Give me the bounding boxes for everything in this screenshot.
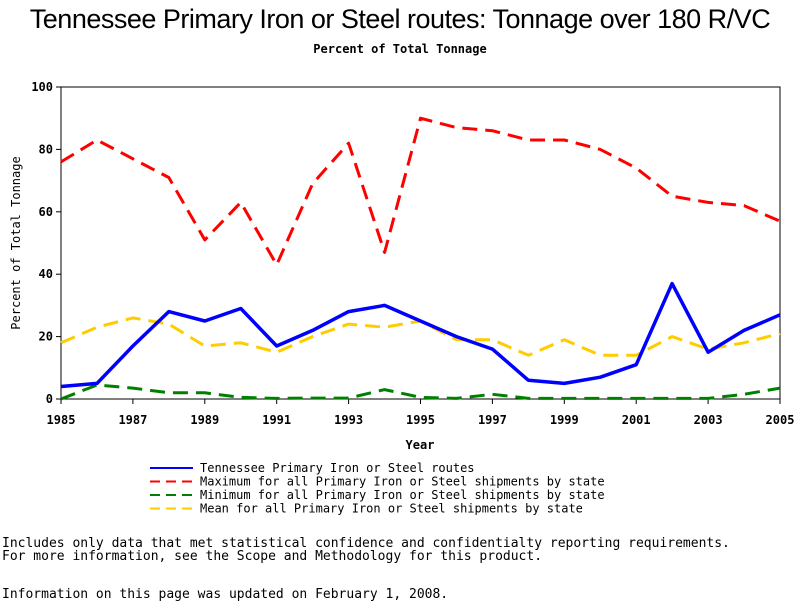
- y-tick-label: 80: [39, 142, 53, 156]
- series-line-mean: [60, 316, 781, 357]
- x-tick-label: 1993: [334, 413, 363, 427]
- legend-label: Mean for all Primary Iron or Steel shipm…: [200, 502, 583, 516]
- page-subtitle: Percent of Total Tonnage: [313, 42, 487, 56]
- x-tick-label: 1999: [550, 413, 579, 427]
- x-tick-label: 1985: [47, 413, 76, 427]
- y-axis-ticks: 0 20 40 60 80 100: [31, 80, 61, 406]
- series-line-maximum: [60, 116, 781, 267]
- series-line-minimum: [60, 383, 781, 401]
- y-tick-label: 40: [39, 267, 53, 281]
- plot-frame: [60, 86, 781, 400]
- x-tick-label: 1997: [478, 413, 507, 427]
- x-tick-label: 2005: [766, 413, 795, 427]
- x-tick-label: 2001: [622, 413, 651, 427]
- series-line-tennessee: [60, 281, 781, 389]
- legend-label: Minimum for all Primary Iron or Steel sh…: [200, 488, 605, 502]
- footnote-updated: Information on this page was updated on …: [2, 587, 449, 602]
- x-tick-label: 1991: [262, 413, 291, 427]
- y-tick-label: 60: [39, 205, 53, 219]
- footnote-methodology: For more information, see the Scope and …: [2, 549, 543, 564]
- legend-label: Maximum for all Primary Iron or Steel sh…: [200, 475, 605, 489]
- y-tick-label: 20: [39, 330, 53, 344]
- series-lines: [60, 116, 781, 401]
- x-axis-ticks: 1985 1987 1989 1991 1993 1995 1997 1999 2001 2003…: [47, 399, 795, 427]
- x-axis-label: Year: [406, 438, 435, 452]
- x-tick-label: 1989: [190, 413, 219, 427]
- x-tick-label: 2003: [694, 413, 723, 427]
- y-tick-label: 0: [46, 392, 53, 406]
- legend: Tennessee Primary Iron or Steel routesMa…: [150, 461, 605, 516]
- y-tick-label: 100: [31, 80, 53, 94]
- legend-label: Tennessee Primary Iron or Steel routes: [200, 461, 475, 475]
- x-tick-label: 1987: [118, 413, 147, 427]
- x-tick-label: 1995: [406, 413, 435, 427]
- y-axis-label: Percent of Total Tonnage: [9, 156, 23, 329]
- page-title: Tennessee Primary Iron or Steel routes: …: [29, 4, 771, 34]
- footnote-confidence: Includes only data that met statistical …: [2, 536, 730, 551]
